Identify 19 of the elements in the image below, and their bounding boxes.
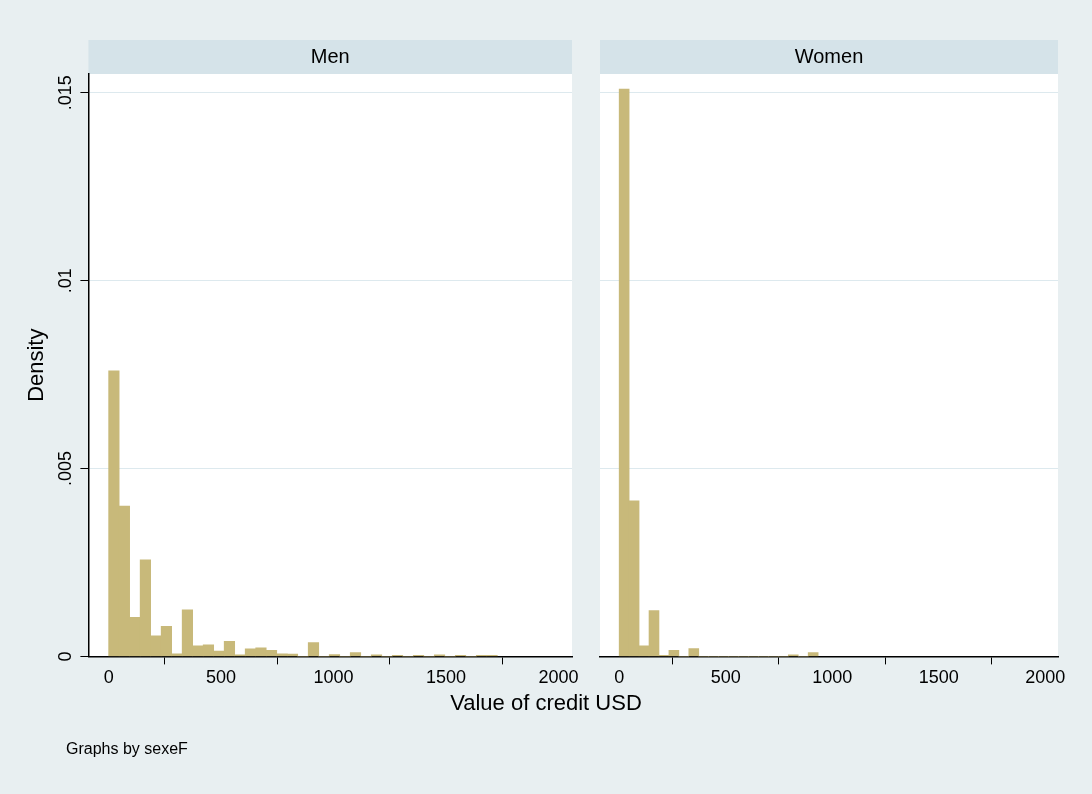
- chart-title: Men: [310, 44, 350, 67]
- chart-title: Women: [794, 44, 864, 67]
- y-tick-label: 0: [55, 651, 76, 662]
- x-tick-label: 1000: [812, 667, 853, 688]
- x-tick-label: 2000: [1025, 667, 1066, 688]
- y-tick-label: .005: [55, 451, 76, 487]
- x-tick-label: 0: [614, 667, 625, 688]
- y-axis-title: Density: [23, 328, 49, 402]
- x-axis-title: Value of credit USD: [449, 690, 643, 716]
- x-tick-label: 1500: [918, 667, 959, 688]
- x-tick-label: 0: [103, 667, 114, 688]
- x-tick-label: 2000: [538, 667, 579, 688]
- text: Graphs by sexeF: [66, 740, 188, 758]
- y-tick-label: .015: [55, 75, 76, 111]
- x-tick-label: 500: [206, 667, 237, 688]
- x-tick-label: 500: [710, 667, 741, 688]
- x-tick-label: 1000: [313, 667, 354, 688]
- x-tick-label: 1500: [426, 667, 467, 688]
- y-tick-label: .01: [55, 268, 76, 294]
